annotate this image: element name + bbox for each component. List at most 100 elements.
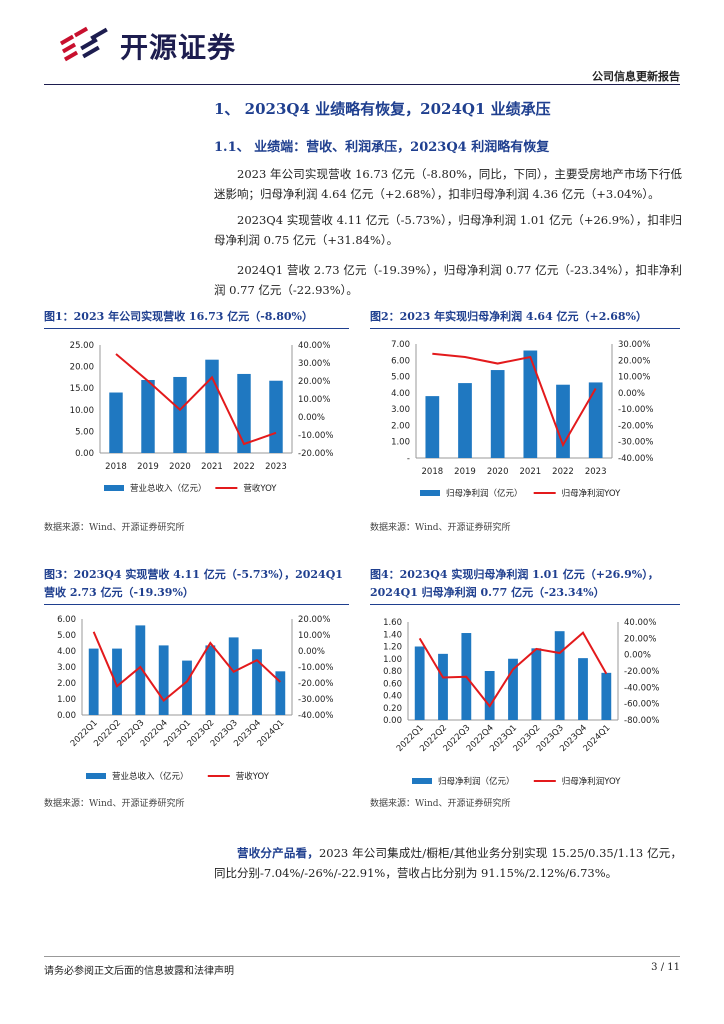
y-right-tick-label: -20.00% <box>618 421 653 431</box>
y-left-tick-label: 5.00 <box>57 631 76 641</box>
product-revenue-paragraph: 营收分产品看，2023 年公司集成灶/橱柜/其他业务分别实现 15.25/0.3… <box>214 843 682 883</box>
yoy-line <box>432 352 597 448</box>
y-left-tick-label: 1.60 <box>383 618 402 628</box>
paragraph-3: 2024Q1 营收 2.73 亿元（-19.39%），归母净利润 0.77 亿元… <box>214 263 682 297</box>
y-left-tick-label: 15.00 <box>70 384 94 394</box>
figure-2-source: 数据来源：Wind、开源证券研究所 <box>370 523 511 533</box>
legend-line-label: 营收YOY <box>236 771 270 782</box>
doc-type: 公司信息更新报告 <box>592 70 680 83</box>
y-left-tick-label: 1.00 <box>383 655 402 665</box>
y-right-tick-label: 0.00% <box>618 389 645 399</box>
bar <box>252 649 262 715</box>
y-right-tick-label: -30.00% <box>298 695 333 705</box>
bar <box>414 646 425 720</box>
y-left-tick-label: 2.00 <box>391 421 410 431</box>
y-right-tick-label: -10.00% <box>298 663 333 673</box>
subsection-heading: 1.1、 业绩端：营收、利润承压，2023Q4 利润略有恢复 <box>214 140 550 155</box>
bar <box>205 645 216 715</box>
bar <box>556 384 570 458</box>
bar <box>523 350 538 458</box>
legend-line-label: 营收YOY <box>243 483 277 494</box>
figure-4-source: 数据来源：Wind、开源证券研究所 <box>370 799 511 809</box>
bar <box>173 376 187 453</box>
bar <box>88 648 99 715</box>
legend-bar-swatch <box>86 773 106 779</box>
y-left-tick-label: 7.00 <box>391 340 410 350</box>
x-tick-label: 2023 <box>265 462 287 472</box>
y-right-tick-label: 30.00% <box>298 359 330 369</box>
y-right-tick-label: 0.00% <box>298 647 325 657</box>
y-right-tick-label: 20.00% <box>298 615 330 625</box>
y-left-tick-label: 0.40 <box>383 692 402 702</box>
y-right-tick-label: -10.00% <box>618 405 653 415</box>
y-left-tick-label: 1.40 <box>383 630 402 640</box>
figure-1-rule <box>44 328 349 329</box>
figure-3-rule <box>44 604 349 605</box>
y-right-tick-label: -20.00% <box>624 667 659 677</box>
figure-1-source: 数据来源：Wind、开源证券研究所 <box>44 523 185 533</box>
y-right-tick-label: -20.00% <box>298 449 333 459</box>
y-right-tick-label: 0.00% <box>624 651 651 661</box>
figure-4-title: 图4：2023Q4 实现归母净利润 1.01 亿元（+26.9%），2024Q1… <box>370 568 659 599</box>
bar <box>109 392 123 453</box>
bar <box>425 396 440 458</box>
y-left-tick-label: 0.60 <box>383 679 402 689</box>
figure-3-title: 图3：2023Q4 实现营收 4.11 亿元（-5.73%），2024Q1 营收… <box>44 568 343 599</box>
y-right-tick-label: -30.00% <box>618 438 653 448</box>
y-left-tick-label: 3.00 <box>57 663 76 673</box>
x-tick-label: 2021 <box>201 462 223 472</box>
bar <box>458 383 472 458</box>
bar <box>182 660 192 715</box>
chart-2: - 1.00 2.00 3.00 4.00 5.00 6.00 7.00 -40.00% -30.… <box>391 340 653 499</box>
y-left-tick-label: 1.00 <box>57 695 76 705</box>
legend-bar-swatch <box>412 778 432 784</box>
legend-line-label: 归母净利润YOY <box>562 776 621 787</box>
y-right-tick-label: -40.00% <box>298 711 333 721</box>
chart-4: 0.00 0.20 0.40 0.60 0.80 1.00 1.20 1.40 1.60 -80.… <box>383 618 659 787</box>
y-right-tick-label: -80.00% <box>624 716 659 726</box>
y-left-tick-label: 4.00 <box>391 389 410 399</box>
y-right-tick-label: 30.00% <box>618 340 650 350</box>
bar <box>205 359 219 453</box>
y-left-tick-label: 1.20 <box>383 643 402 653</box>
figure-2-rule <box>370 328 680 329</box>
y-left-tick-label: 6.00 <box>57 615 76 625</box>
x-tick-label: 2020 <box>169 462 191 472</box>
yoy-line <box>92 631 282 703</box>
chart-3: 0.00 1.00 2.00 3.00 4.00 5.00 6.00 -40.00% -30.0… <box>57 615 333 782</box>
bar <box>531 648 542 720</box>
y-left-tick-label: 0.00 <box>57 711 76 721</box>
y-right-tick-label: 20.00% <box>624 634 656 644</box>
bar <box>237 373 251 453</box>
y-left-tick-label: 10.00 <box>70 406 94 416</box>
figure-3-source: 数据来源：Wind、开源证券研究所 <box>44 799 185 809</box>
bar <box>275 671 286 715</box>
bar <box>554 631 565 720</box>
y-left-tick-label: 0.80 <box>383 667 402 677</box>
y-right-tick-label: 40.00% <box>298 341 330 351</box>
header-divider <box>44 84 680 85</box>
y-left-tick-label: 5.00 <box>391 373 410 383</box>
y-right-tick-label: 10.00% <box>298 631 330 641</box>
legend-bar-swatch <box>420 490 440 496</box>
bar <box>112 648 122 715</box>
paragraph-2: 2023Q4 实现营收 4.11 亿元（-5.73%），归母净利润 1.01 亿… <box>214 213 682 247</box>
y-left-tick-label: - <box>407 454 410 464</box>
y-right-tick-label: -60.00% <box>624 700 659 710</box>
y-right-tick-label: -40.00% <box>624 683 659 693</box>
x-tick-label: 2020 <box>487 467 509 477</box>
y-left-tick-label: 1.00 <box>391 438 410 448</box>
bar <box>269 380 283 453</box>
bar <box>484 671 495 720</box>
legend-bar-swatch <box>104 485 124 491</box>
y-right-tick-label: 10.00% <box>618 373 650 383</box>
y-right-tick-label: 10.00% <box>298 395 330 405</box>
bar <box>601 672 612 720</box>
chart-1: 0.00 5.00 10.00 15.00 20.00 25.00 -20.00% -10.0… <box>70 341 334 494</box>
bar <box>228 637 239 715</box>
y-right-tick-label: -10.00% <box>298 431 333 441</box>
figure-2-title: 图2：2023 年实现归母净利润 4.64 亿元（+2.68%） <box>370 310 648 323</box>
y-right-tick-label: 20.00% <box>618 356 650 366</box>
page-number: 3 / 11 <box>651 962 680 973</box>
section-heading: 1、 2023Q4 业绩略有恢复，2024Q1 业绩承压 <box>214 100 551 118</box>
